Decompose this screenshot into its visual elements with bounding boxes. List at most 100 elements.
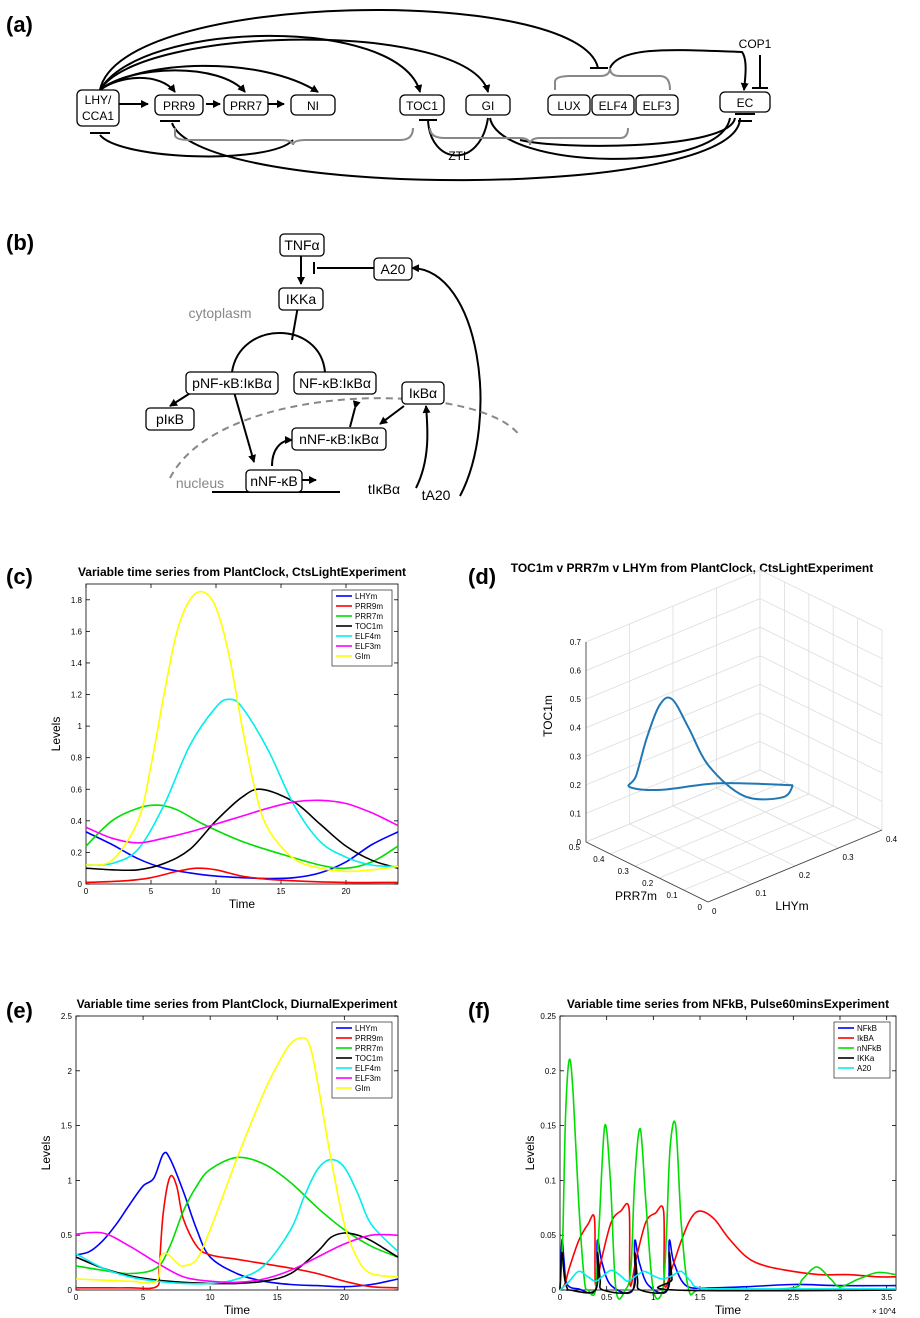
y-axis [585, 841, 709, 903]
x-tick-label: 5 [149, 887, 154, 896]
grid-line [759, 569, 883, 631]
arc-ec-repress-prr9 [171, 117, 741, 182]
panel-a-diagram: (a) [6, 9, 772, 182]
grid-line [585, 626, 761, 700]
bracket-ec-components [554, 67, 671, 91]
grid-line [759, 741, 883, 802]
node-elf4-label: ELF4 [599, 99, 628, 113]
legend-entry: IKKa [857, 1054, 875, 1063]
node-elf4 [591, 94, 635, 116]
series-line-IKKa [559, 1251, 897, 1294]
y-tick-label: 0 [698, 903, 703, 912]
x-tick-label: 0.2 [799, 871, 811, 880]
grid-line [610, 781, 785, 855]
series-line-PRR7m [85, 804, 399, 870]
arc-lhy-to-elf-complex [99, 9, 599, 91]
chart-c: Variable time series from PlantClock, Ct… [49, 565, 406, 911]
legend-entry: IkBA [857, 1034, 875, 1043]
legend-entry: A20 [857, 1064, 872, 1073]
node-ikka-label: IKKa [286, 291, 317, 307]
y-tick-label: 0 [68, 1286, 73, 1295]
x-tick-label: 2.5 [788, 1293, 800, 1302]
grid-line [759, 683, 883, 745]
panel-e-label: (e) [6, 998, 33, 1023]
trajectory-line [627, 696, 794, 801]
series-line-PRR9m [76, 1174, 399, 1290]
grid-line [629, 823, 752, 885]
node-lux-label: LUX [557, 99, 580, 113]
y-tick-label: 0.1 [666, 891, 678, 900]
x-tick-label: 0 [74, 1293, 79, 1302]
node-ni-label: NI [307, 99, 319, 113]
panel-b-label: (b) [6, 230, 34, 255]
grid-line [585, 683, 761, 757]
x-axis-label: Time [229, 897, 256, 911]
y-tick-label: 0.5 [569, 843, 581, 852]
node-gi-label: GI [482, 99, 495, 113]
arc-lhy-to-prr9 [99, 76, 176, 93]
z-tick-label: 0.4 [570, 724, 582, 733]
legend-entry: nNFkB [857, 1044, 881, 1053]
z-tick-label: 0.6 [570, 667, 582, 676]
panel-d-label: (d) [468, 564, 496, 589]
node-nfkb-label: NF-κB:IκBα [299, 375, 371, 391]
node-ec [719, 91, 771, 113]
series-line-ELF4m [75, 1158, 399, 1285]
y-axis-label: Levels [39, 1136, 53, 1171]
node-lhy-label: LHY/ [85, 93, 112, 107]
arc-prr-repress-lhy [99, 134, 294, 158]
y-tick-label: 0.2 [545, 1067, 557, 1076]
x-tick-label: 0 [712, 907, 717, 916]
z-tick-label: 0.5 [570, 695, 582, 704]
series-line-ELF3m [85, 799, 399, 844]
y-tick-label: 0.5 [61, 1231, 73, 1240]
grid-line [759, 626, 883, 688]
grid-line [759, 712, 883, 774]
compartment-nucleus-label: nucleus [176, 475, 224, 491]
node-tnfa-label: TNFα [284, 237, 319, 253]
x-axis [707, 829, 883, 903]
chart-d-3d: TOC1m v PRR7m v LHYm from PlantClock, Ct… [511, 561, 898, 916]
y-tick-label: 0.25 [540, 1012, 556, 1021]
x-tick-label: 3 [838, 1293, 843, 1302]
y-tick-label: 0.2 [71, 848, 83, 857]
node-cop1-label: COP1 [739, 37, 772, 51]
plot-frame [85, 583, 399, 885]
bracket-toc1-gi [429, 127, 629, 146]
node-tikba-label: tIκBα [368, 481, 400, 497]
chart-title: TOC1m v PRR7m v LHYm from PlantClock, Ct… [511, 561, 874, 575]
x-tick-label: 20 [342, 887, 351, 896]
x-axis-label: LHYm [775, 899, 808, 913]
y-axis-label: Levels [523, 1136, 537, 1171]
series-line-TOC1m [85, 788, 399, 872]
series-line-TOC1m [75, 1232, 399, 1285]
x-tick-label: 0.4 [886, 835, 898, 844]
node-nnfkb-label: nNF-κB [250, 473, 297, 489]
grid-line [585, 769, 761, 843]
grid-line [659, 805, 834, 879]
arc-lhy-to-toc1 [99, 34, 423, 93]
node-prr9-label: PRR9 [163, 99, 195, 113]
node-ec-label: EC [737, 96, 754, 110]
node-toc1 [399, 94, 445, 116]
series-line-A20 [559, 1269, 897, 1291]
bracket-prr [174, 127, 414, 146]
node-gi [465, 94, 511, 116]
y-tick-label: 1.8 [71, 596, 83, 605]
y-tick-label: 1.5 [61, 1122, 73, 1131]
y-tick-label: 0.1 [545, 1176, 557, 1185]
x-tick-label: 0.1 [756, 889, 768, 898]
z-tick-label: 0.3 [570, 752, 582, 761]
node-lux [547, 94, 591, 116]
x-tick-label: 10 [212, 887, 221, 896]
x-tick-label: 15 [273, 1293, 282, 1302]
legend-entry: PRR7m [355, 612, 383, 621]
series-line-LHYm [75, 1151, 399, 1288]
panel-b-diagram: (b) TNFα A20 IKKa pNF-κB: [6, 230, 521, 503]
node-lhy-cca1 [76, 89, 120, 127]
node-a20-label: A20 [381, 261, 406, 277]
node-prr9 [154, 94, 204, 116]
grid-line [585, 741, 761, 814]
nuclear-membrane [169, 397, 521, 479]
